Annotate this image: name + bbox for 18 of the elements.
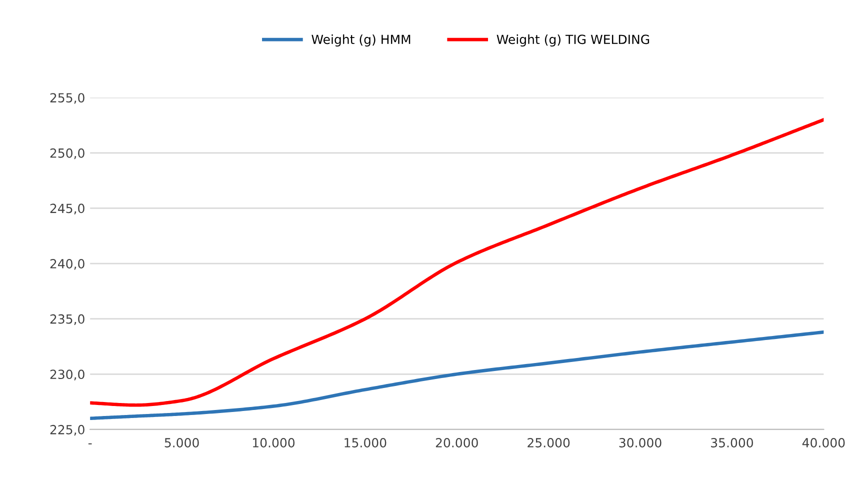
x-tick-label: 40.000 [802,438,845,448]
y-tick-label: 230,0 [50,370,84,380]
legend-label: Weight (g) HMM [312,34,410,47]
x-tick-label: 15.000 [344,438,386,448]
y-tick-label: 250,0 [50,148,84,160]
y-tick-label: 235,0 [50,314,84,326]
x-tick-label: 20.000 [436,438,478,448]
x-tick-label: 35.000 [711,438,754,448]
x-tick-label: - [88,443,92,444]
y-tick-label: 255,0 [50,93,84,104]
x-tick-label: 25.000 [528,438,570,448]
x-tick-label: 5.000 [164,438,199,448]
legend-label: Weight (g) TIG WELDING [496,34,650,47]
x-tick-label: 30.000 [619,438,662,448]
y-tick-label: 240,0 [50,258,84,270]
x-tick-label: 10.000 [252,438,295,448]
y-tick-label: 225,0 [50,424,84,436]
y-tick-label: 245,0 [50,204,84,214]
